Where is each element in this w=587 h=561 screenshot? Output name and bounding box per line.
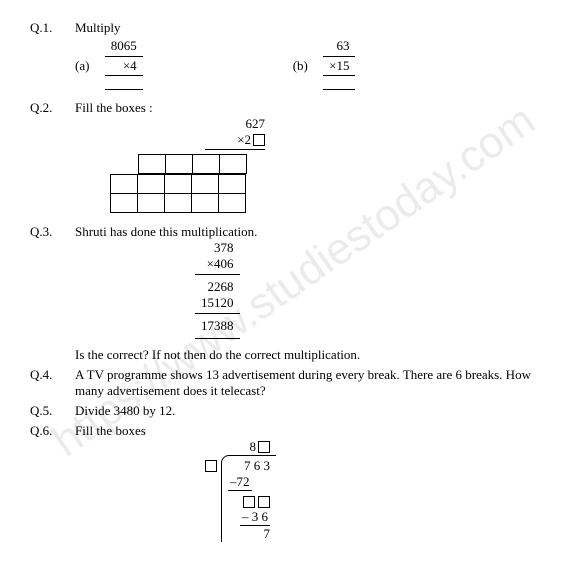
q1-b-multiplicand: 63	[323, 38, 355, 54]
q2-multiplier-prefix: ×2	[237, 132, 251, 148]
grid-cell	[164, 193, 192, 213]
grid-cell	[110, 193, 138, 213]
grid-cell	[218, 174, 246, 194]
grid-cell	[219, 154, 247, 174]
q6-title: Fill the boxes	[75, 423, 557, 439]
q3-followup: Is the correct? If not then do the corre…	[75, 347, 557, 363]
q2-problem: 627 ×2	[205, 116, 265, 150]
q6-step-box	[258, 496, 270, 508]
question-5: Q.5. Divide 3480 by 12.	[30, 403, 557, 419]
grid-cell	[164, 174, 192, 194]
q3-multiplier: ×406	[195, 256, 240, 275]
question-2: Q.2. Fill the boxes : 627 ×2	[30, 100, 557, 220]
q5-number: Q.5.	[30, 403, 75, 419]
q3-title: Shruti has done this multiplication.	[75, 224, 557, 240]
grid-cell	[137, 174, 165, 194]
q3-work: 378 ×406 2268 15120 17388	[195, 240, 240, 339]
q3-partial-1: 2268	[195, 275, 240, 295]
q1-a-answer-line	[105, 76, 143, 90]
worksheet-content: Q.1. Multiply (a) 8065 ×4 (b) 63 ×15	[30, 20, 557, 542]
q6-quotient-digit: 8	[250, 439, 257, 455]
q6-step-box	[243, 496, 255, 508]
question-1: Q.1. Multiply (a) 8065 ×4 (b) 63 ×15	[30, 20, 557, 90]
question-6: Q.6. Fill the boxes 8 7 6 3 –72	[30, 423, 557, 542]
q4-number: Q.4.	[30, 367, 75, 399]
question-4: Q.4. A TV programme shows 13 advertiseme…	[30, 367, 557, 399]
q2-title: Fill the boxes :	[75, 100, 557, 116]
grid-cell	[110, 174, 138, 194]
q1-b-label: (b)	[293, 58, 308, 73]
q1-title: Multiply	[75, 20, 557, 36]
grid-cell	[137, 193, 165, 213]
q6-remainder: 7	[228, 526, 270, 542]
q1-a-multiplicand: 8065	[105, 38, 143, 54]
q1-part-b: (b) 63 ×15	[293, 38, 356, 90]
q5-text: Divide 3480 by 12.	[75, 403, 557, 419]
grid-cell	[165, 154, 193, 174]
q6-division: 8 7 6 3 –72 – 3 6 7	[205, 439, 276, 542]
q2-multiplicand: 627	[205, 116, 265, 132]
q6-number: Q.6.	[30, 423, 75, 542]
q1-b-multiplier: ×15	[323, 56, 355, 76]
q2-number: Q.2.	[30, 100, 75, 220]
grid-cell	[138, 154, 166, 174]
q6-step1: –72	[228, 474, 252, 491]
grid-cell	[191, 193, 219, 213]
q3-multiplicand: 378	[195, 240, 240, 256]
question-3: Q.3. Shruti has done this multiplication…	[30, 224, 557, 363]
q6-step2: – 3 6	[240, 509, 270, 526]
q4-text: A TV programme shows 13 advertisement du…	[75, 367, 557, 399]
q3-number: Q.3.	[30, 224, 75, 363]
q1-part-a: (a) 8065 ×4	[75, 38, 143, 90]
q3-answer: 17388	[195, 314, 240, 339]
grid-cell	[218, 193, 246, 213]
q1-a-multiplier: ×4	[105, 56, 143, 76]
q6-quotient-box	[258, 441, 270, 453]
q6-divisor-box	[205, 460, 217, 472]
q1-b-answer-line	[323, 76, 355, 90]
q2-multiplier-box	[253, 134, 265, 146]
q1-number: Q.1.	[30, 20, 75, 90]
q1-a-label: (a)	[75, 58, 89, 73]
grid-cell	[191, 174, 219, 194]
q2-answer-grid	[110, 154, 557, 212]
q3-partial-2: 15120	[195, 295, 240, 314]
q6-dividend: 7 6 3	[228, 458, 270, 474]
grid-cell	[192, 154, 220, 174]
